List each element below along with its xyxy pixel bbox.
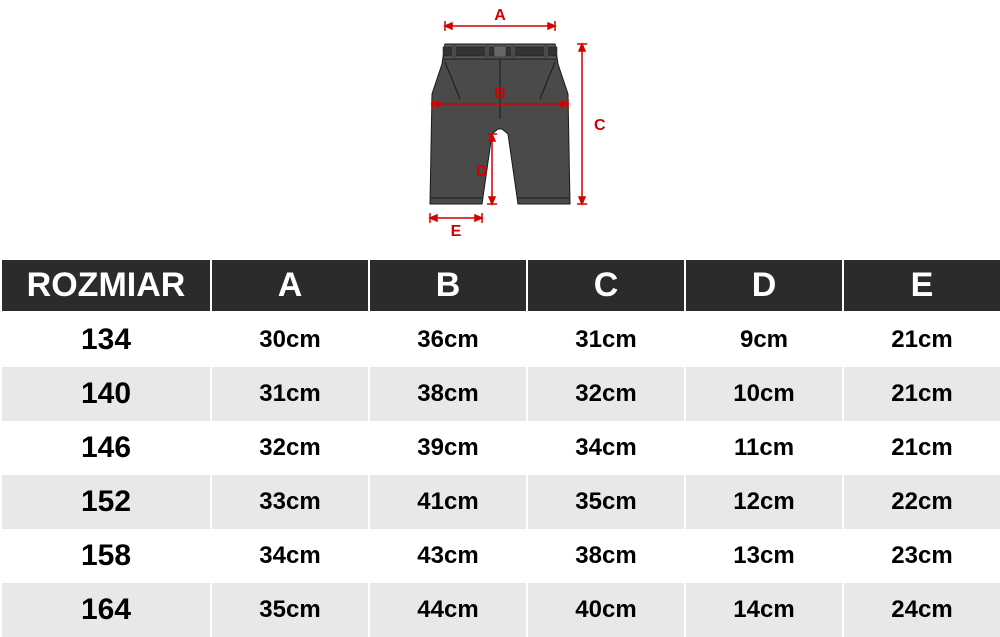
cell-size: 152 (1, 475, 211, 529)
table-body: 134 30cm 36cm 31cm 9cm 21cm 140 31cm 38c… (1, 312, 1000, 637)
cell-b: 43cm (369, 529, 527, 583)
cell-d: 12cm (685, 475, 843, 529)
table-row: 140 31cm 38cm 32cm 10cm 21cm (1, 367, 1000, 421)
cell-d: 13cm (685, 529, 843, 583)
header-c: C (527, 259, 685, 312)
cell-size: 140 (1, 367, 211, 421)
diagram-label-b: B (494, 85, 506, 102)
cell-c: 34cm (527, 421, 685, 475)
table-row: 146 32cm 39cm 34cm 11cm 21cm (1, 421, 1000, 475)
cell-e: 23cm (843, 529, 1000, 583)
shorts-diagram: A B C D (390, 4, 610, 254)
header-e: E (843, 259, 1000, 312)
cell-size: 158 (1, 529, 211, 583)
cell-c: 38cm (527, 529, 685, 583)
cell-c: 31cm (527, 312, 685, 367)
cell-a: 30cm (211, 312, 369, 367)
size-table: ROZMIAR A B C D E 134 30cm 36cm 31cm 9cm… (0, 258, 1000, 637)
diagram-label-a: A (494, 7, 506, 24)
cell-b: 38cm (369, 367, 527, 421)
cell-b: 41cm (369, 475, 527, 529)
cell-c: 32cm (527, 367, 685, 421)
cell-size: 146 (1, 421, 211, 475)
header-d: D (685, 259, 843, 312)
diagram-label-e: E (451, 223, 462, 240)
diagram-label-c: C (594, 117, 606, 134)
cell-d: 10cm (685, 367, 843, 421)
table-row: 158 34cm 43cm 38cm 13cm 23cm (1, 529, 1000, 583)
cell-b: 39cm (369, 421, 527, 475)
header-rozmiar: ROZMIAR (1, 259, 211, 312)
cell-b: 36cm (369, 312, 527, 367)
cell-e: 21cm (843, 421, 1000, 475)
cell-e: 21cm (843, 312, 1000, 367)
cell-e: 22cm (843, 475, 1000, 529)
header-a: A (211, 259, 369, 312)
cell-a: 32cm (211, 421, 369, 475)
cell-size: 164 (1, 583, 211, 637)
cell-b: 44cm (369, 583, 527, 637)
cell-a: 34cm (211, 529, 369, 583)
cell-e: 21cm (843, 367, 1000, 421)
table-row: 134 30cm 36cm 31cm 9cm 21cm (1, 312, 1000, 367)
table-row: 164 35cm 44cm 40cm 14cm 24cm (1, 583, 1000, 637)
cell-d: 11cm (685, 421, 843, 475)
cell-a: 35cm (211, 583, 369, 637)
cell-c: 35cm (527, 475, 685, 529)
cell-a: 31cm (211, 367, 369, 421)
cell-d: 14cm (685, 583, 843, 637)
cell-d: 9cm (685, 312, 843, 367)
table-row: 152 33cm 41cm 35cm 12cm 22cm (1, 475, 1000, 529)
table-header-row: ROZMIAR A B C D E (1, 259, 1000, 312)
cell-a: 33cm (211, 475, 369, 529)
diagram-label-d: D (476, 163, 488, 180)
cell-size: 134 (1, 312, 211, 367)
diagram-area: A B C D (0, 0, 1000, 258)
header-b: B (369, 259, 527, 312)
cell-c: 40cm (527, 583, 685, 637)
cell-e: 24cm (843, 583, 1000, 637)
